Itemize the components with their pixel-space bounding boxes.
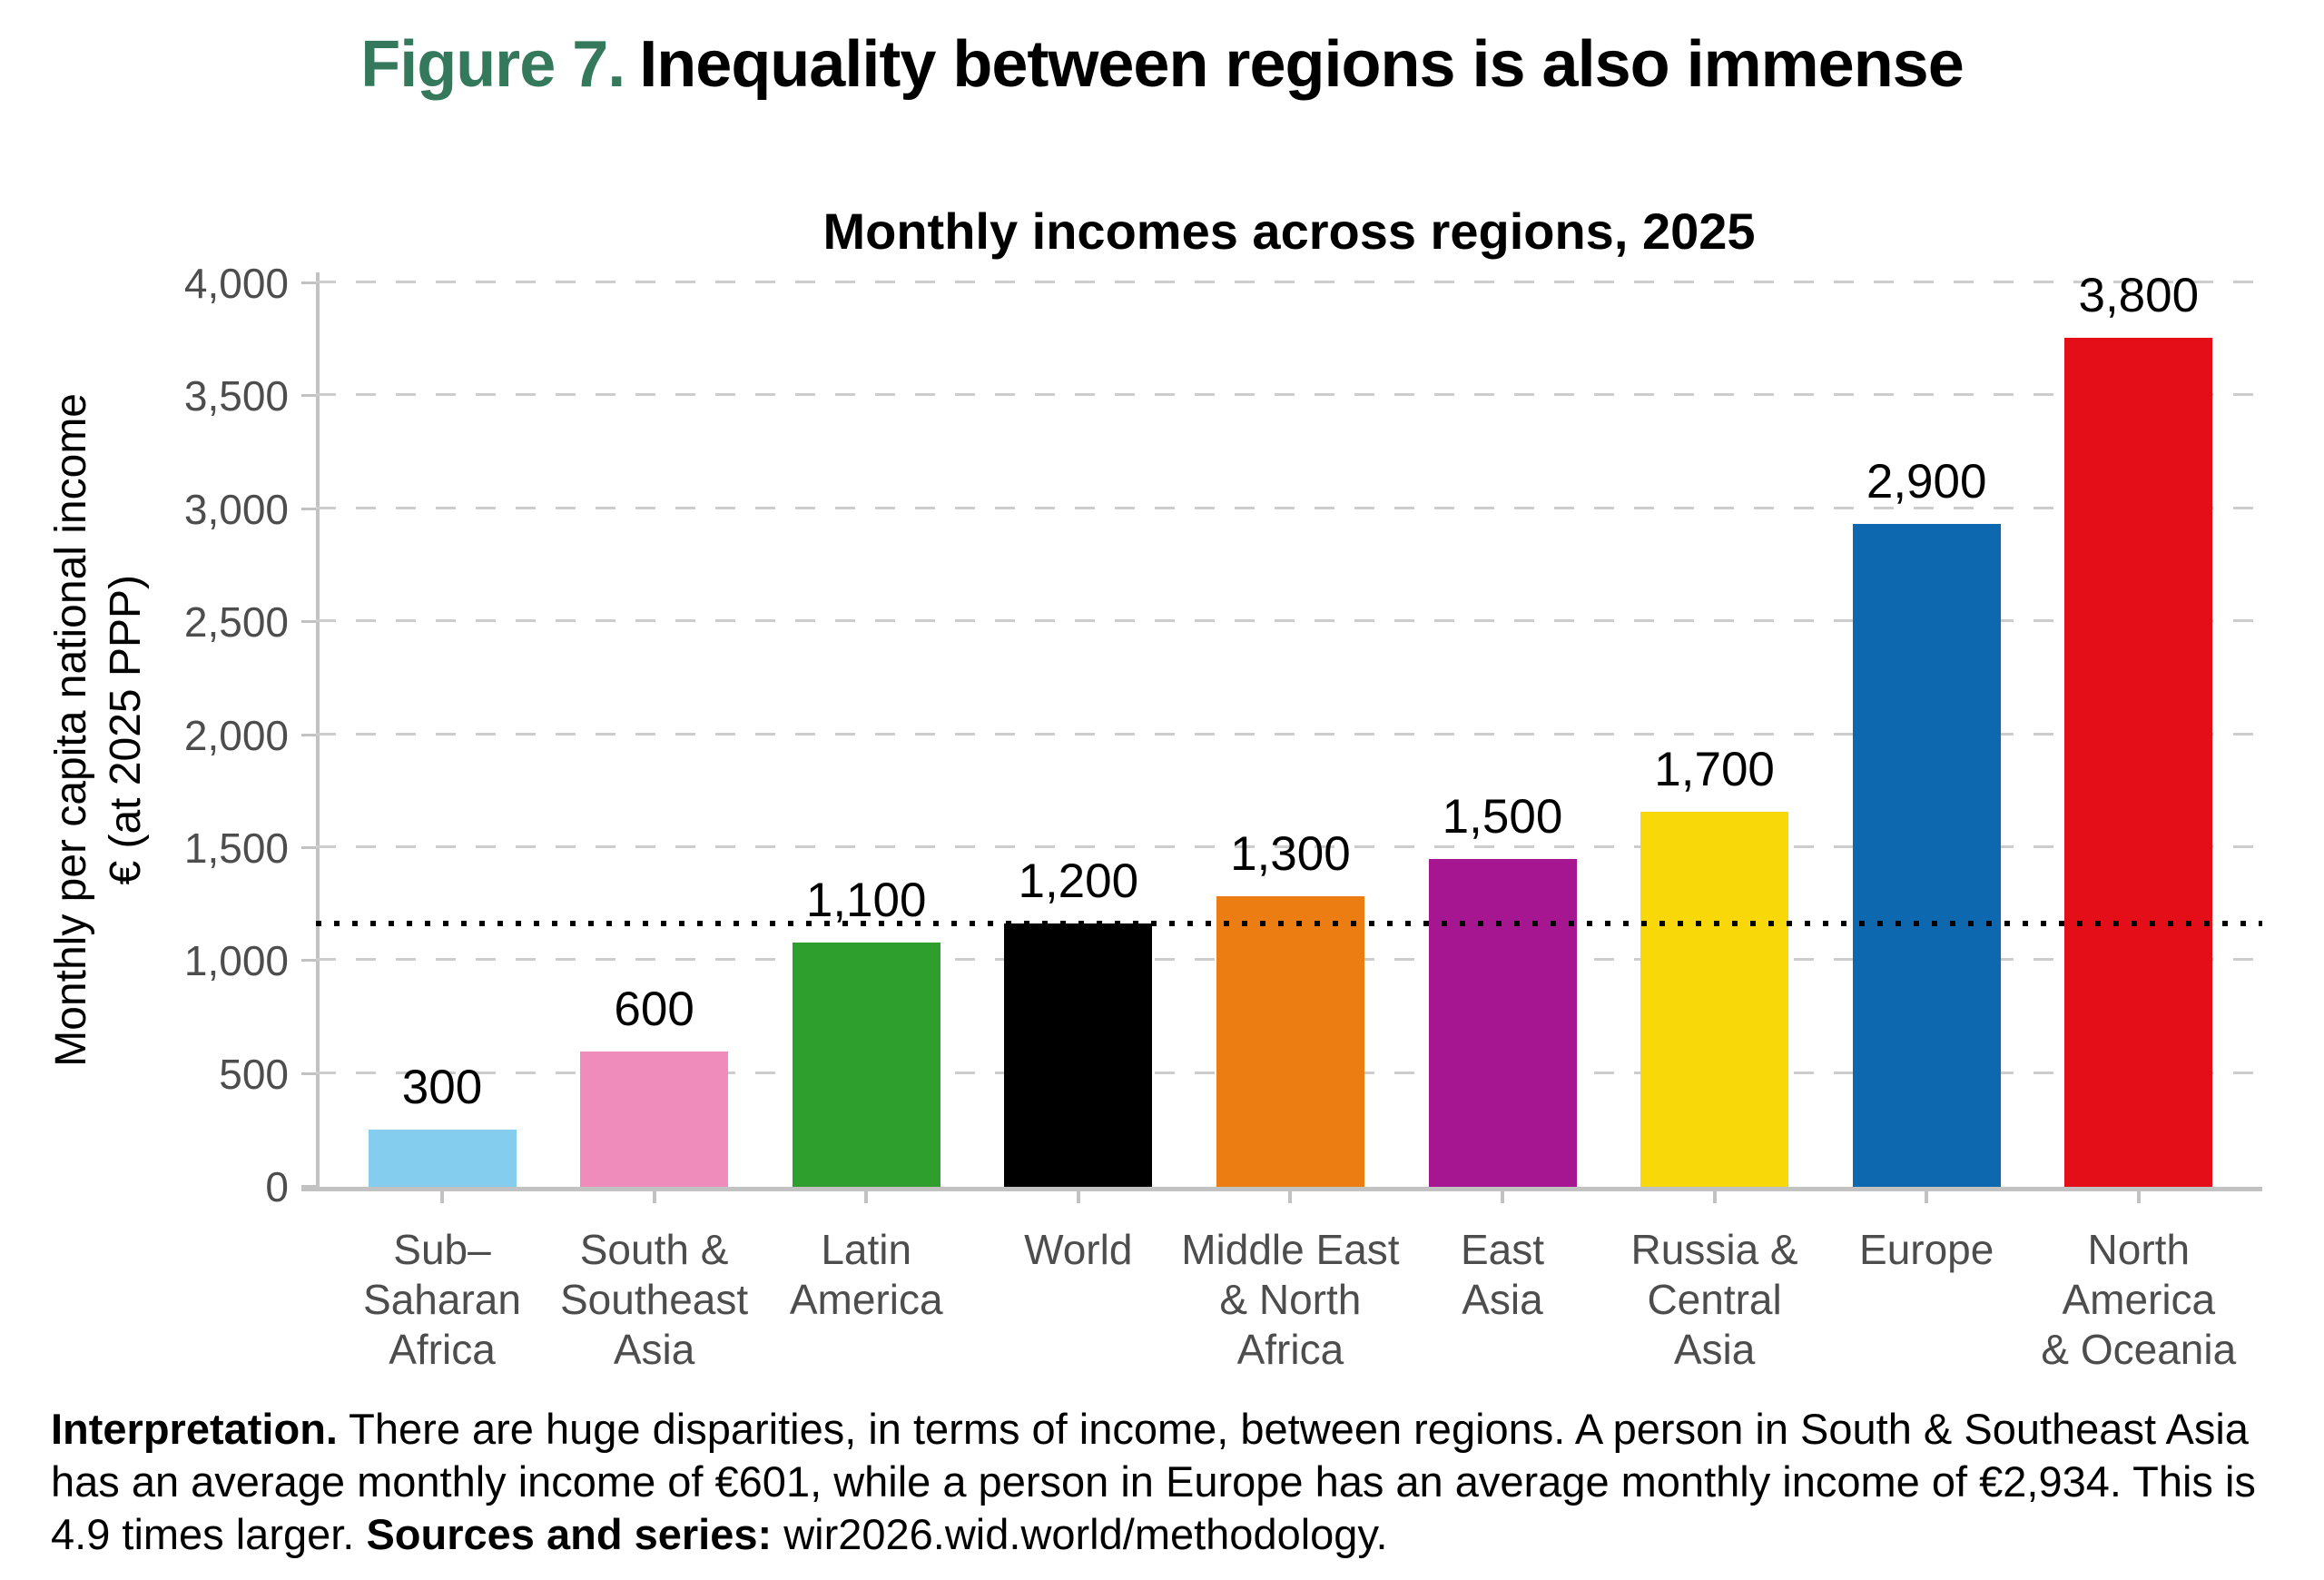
bar-value-label: 1,100: [805, 874, 927, 928]
x-tick-mark: [1076, 1191, 1080, 1203]
x-axis-label-line: Africa: [389, 1326, 496, 1373]
x-axis-label-line: World: [1024, 1226, 1133, 1273]
x-axis-label: Russia & Central Asia: [1565, 1225, 1865, 1375]
interpretation-label: Interpretation.: [51, 1405, 338, 1453]
gridline: [316, 619, 2262, 623]
y-tick-label: 1,500: [183, 824, 289, 872]
y-tick-label: 3,000: [183, 485, 289, 533]
x-tick-mark: [1712, 1191, 1717, 1203]
x-tick-mark: [2136, 1191, 2141, 1203]
x-axis-label-line: North: [2087, 1226, 2191, 1273]
bar-value-label: 2,900: [1866, 455, 1987, 509]
figure-number-label: Figure 7.: [360, 28, 625, 101]
x-axis-label: Latin America: [716, 1225, 1016, 1325]
y-tick-label: 4,000: [183, 260, 289, 307]
x-axis-label-line: & Oceania: [2041, 1326, 2237, 1373]
bar: [1852, 524, 2001, 1187]
x-tick-mark: [652, 1191, 656, 1203]
x-axis-label: World: [929, 1225, 1228, 1275]
x-axis-label-line: & North: [1219, 1276, 1362, 1323]
bar-value-label: 600: [614, 982, 694, 1036]
bar: [368, 1129, 517, 1187]
y-tick-mark: [301, 845, 316, 849]
bar-value-label: 1,300: [1230, 827, 1351, 882]
y-tick-mark: [301, 1185, 316, 1188]
y-tick-mark: [301, 959, 316, 963]
x-axis-label-line: Asia: [1462, 1276, 1543, 1323]
bar-value-label: 3,800: [2078, 268, 2200, 322]
x-axis-label-line: America: [789, 1276, 943, 1323]
gridline: [316, 281, 2262, 283]
y-tick-mark: [301, 281, 316, 284]
x-tick-mark: [864, 1191, 869, 1203]
x-axis-label-line: Russia &: [1630, 1226, 1798, 1273]
y-tick-mark: [301, 1071, 316, 1075]
x-axis-label-line: Middle East: [1181, 1226, 1400, 1273]
gridline: [316, 844, 2262, 848]
bar-value-label: 1,500: [1442, 790, 1563, 844]
bar: [1640, 812, 1789, 1187]
bar: [2064, 337, 2213, 1187]
y-tick-label: 2,000: [183, 711, 289, 759]
y-tick-label: 3,500: [183, 372, 289, 420]
sources-label: Sources and series:: [366, 1510, 773, 1558]
x-axis-label-line: South &: [579, 1226, 729, 1273]
y-tick-mark: [301, 394, 316, 398]
y-tick-label: 1,000: [183, 937, 289, 985]
x-tick-mark: [1501, 1191, 1504, 1203]
x-tick-mark: [440, 1191, 444, 1203]
x-axis-label: Middle East & North Africa: [1140, 1225, 1440, 1375]
y-tick-label: 500: [219, 1050, 289, 1098]
bar: [1004, 923, 1153, 1187]
x-axis-label-line: America: [2062, 1276, 2216, 1323]
bar: [580, 1051, 729, 1187]
interpretation-note: Interpretation. There are huge dispariti…: [51, 1403, 2293, 1561]
x-axis-label-line: Saharan: [363, 1276, 521, 1323]
y-tick-label: 2,500: [183, 598, 289, 647]
x-axis-label: Sub– Saharan Africa: [292, 1225, 592, 1375]
y-tick-mark: [301, 620, 316, 624]
x-axis-label: Europe: [1777, 1225, 2076, 1275]
x-axis-label-line: Asia: [613, 1326, 695, 1373]
y-tick-mark: [301, 733, 316, 736]
x-axis-label-line: Europe: [1859, 1226, 1994, 1273]
bar: [1428, 859, 1577, 1187]
bar-value-label: 1,200: [1018, 854, 1139, 908]
sources-text: wir2026.wid.world/methodology.: [772, 1510, 1388, 1558]
bar-value-label: 1,700: [1654, 743, 1775, 797]
plot-area: 0 500 1,000 1,500 2,000 2,500 3,000 3,500 4,000 S…: [184, 260, 2262, 1373]
bar: [792, 943, 940, 1187]
x-axis-label-line: Asia: [1673, 1326, 1756, 1373]
x-axis-line: [301, 1187, 2262, 1191]
chart-title: Monthly incomes across regions, 2025: [822, 202, 1756, 260]
gridline: [316, 393, 2262, 397]
bar-value-label: 300: [401, 1060, 483, 1114]
x-axis-label: North America & Oceania: [1989, 1225, 2289, 1375]
x-axis-label-line: Africa: [1236, 1326, 1344, 1373]
x-axis-label-line: Latin: [821, 1226, 912, 1273]
x-tick-mark: [1288, 1191, 1293, 1203]
x-axis-label: South & Southeast Asia: [505, 1225, 804, 1375]
reference-line: [316, 920, 2262, 926]
x-axis-label-line: East: [1460, 1226, 1545, 1273]
x-axis-label: East Asia: [1353, 1225, 1652, 1325]
figure-title: Figure 7. Inequality between regions is a…: [0, 27, 2324, 102]
x-axis-label-line: Southeast: [560, 1276, 749, 1323]
x-tick-mark: [1925, 1191, 1929, 1203]
x-axis-label-line: Sub–: [393, 1226, 491, 1273]
figure-title-text: Inequality between regions is also immen…: [639, 28, 1964, 101]
interpretation-text: There are huge disparities, in terms of …: [51, 1405, 2256, 1558]
y-tick-mark: [301, 507, 316, 510]
gridline: [316, 506, 2262, 509]
bar: [1216, 896, 1364, 1187]
gridline: [316, 732, 2262, 736]
y-tick-label: 0: [265, 1163, 289, 1210]
x-axis-label-line: Central: [1647, 1276, 1782, 1323]
y-axis-line: [316, 272, 320, 1187]
